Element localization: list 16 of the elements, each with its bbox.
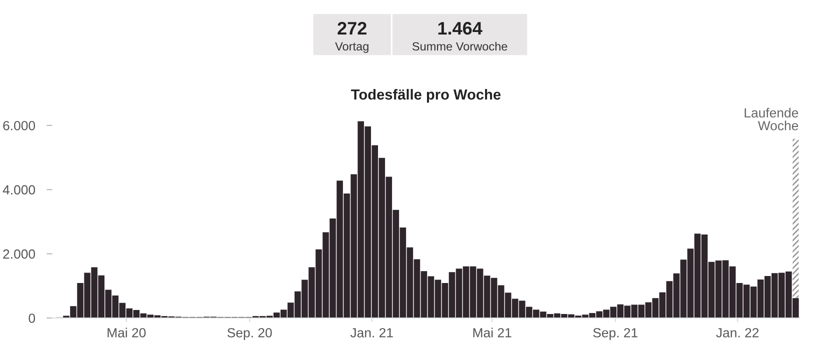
y-tick-label: 6.000: [3, 120, 36, 130]
y-tick-label: 4.000: [2, 185, 36, 195]
x-tick-label: Jan. 21: [350, 328, 393, 338]
text: Vortag: [335, 42, 368, 53]
y-tick-label: 0: [28, 314, 36, 323]
x-tick-label: Jan. 22: [716, 328, 759, 338]
x-tick-label: Sep. 20: [227, 328, 272, 340]
text: Summe Vorwoche: [412, 42, 508, 51]
text: 272: [338, 22, 366, 35]
band-label: Laufende Woche: [744, 108, 798, 130]
chart-title: Todesfälle pro Woche: [351, 88, 501, 103]
x-tick-label: Mai 21: [473, 328, 512, 338]
x-tick-label: Sep. 21: [593, 328, 638, 340]
text: 1.464: [438, 22, 482, 35]
x-tick-label: Mai 20: [108, 328, 146, 338]
y-tick-label: 2.000: [3, 249, 36, 259]
